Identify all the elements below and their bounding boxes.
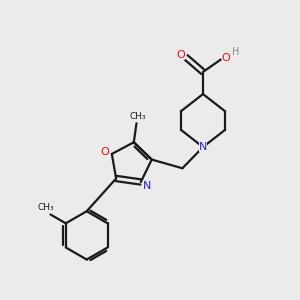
Text: N: N	[142, 181, 151, 190]
Text: O: O	[222, 53, 230, 63]
Text: CH₃: CH₃	[38, 202, 54, 211]
Text: N: N	[199, 142, 207, 152]
Text: CH₃: CH₃	[130, 112, 146, 121]
Text: O: O	[100, 147, 109, 157]
Text: H: H	[232, 47, 240, 57]
Text: O: O	[176, 50, 185, 60]
